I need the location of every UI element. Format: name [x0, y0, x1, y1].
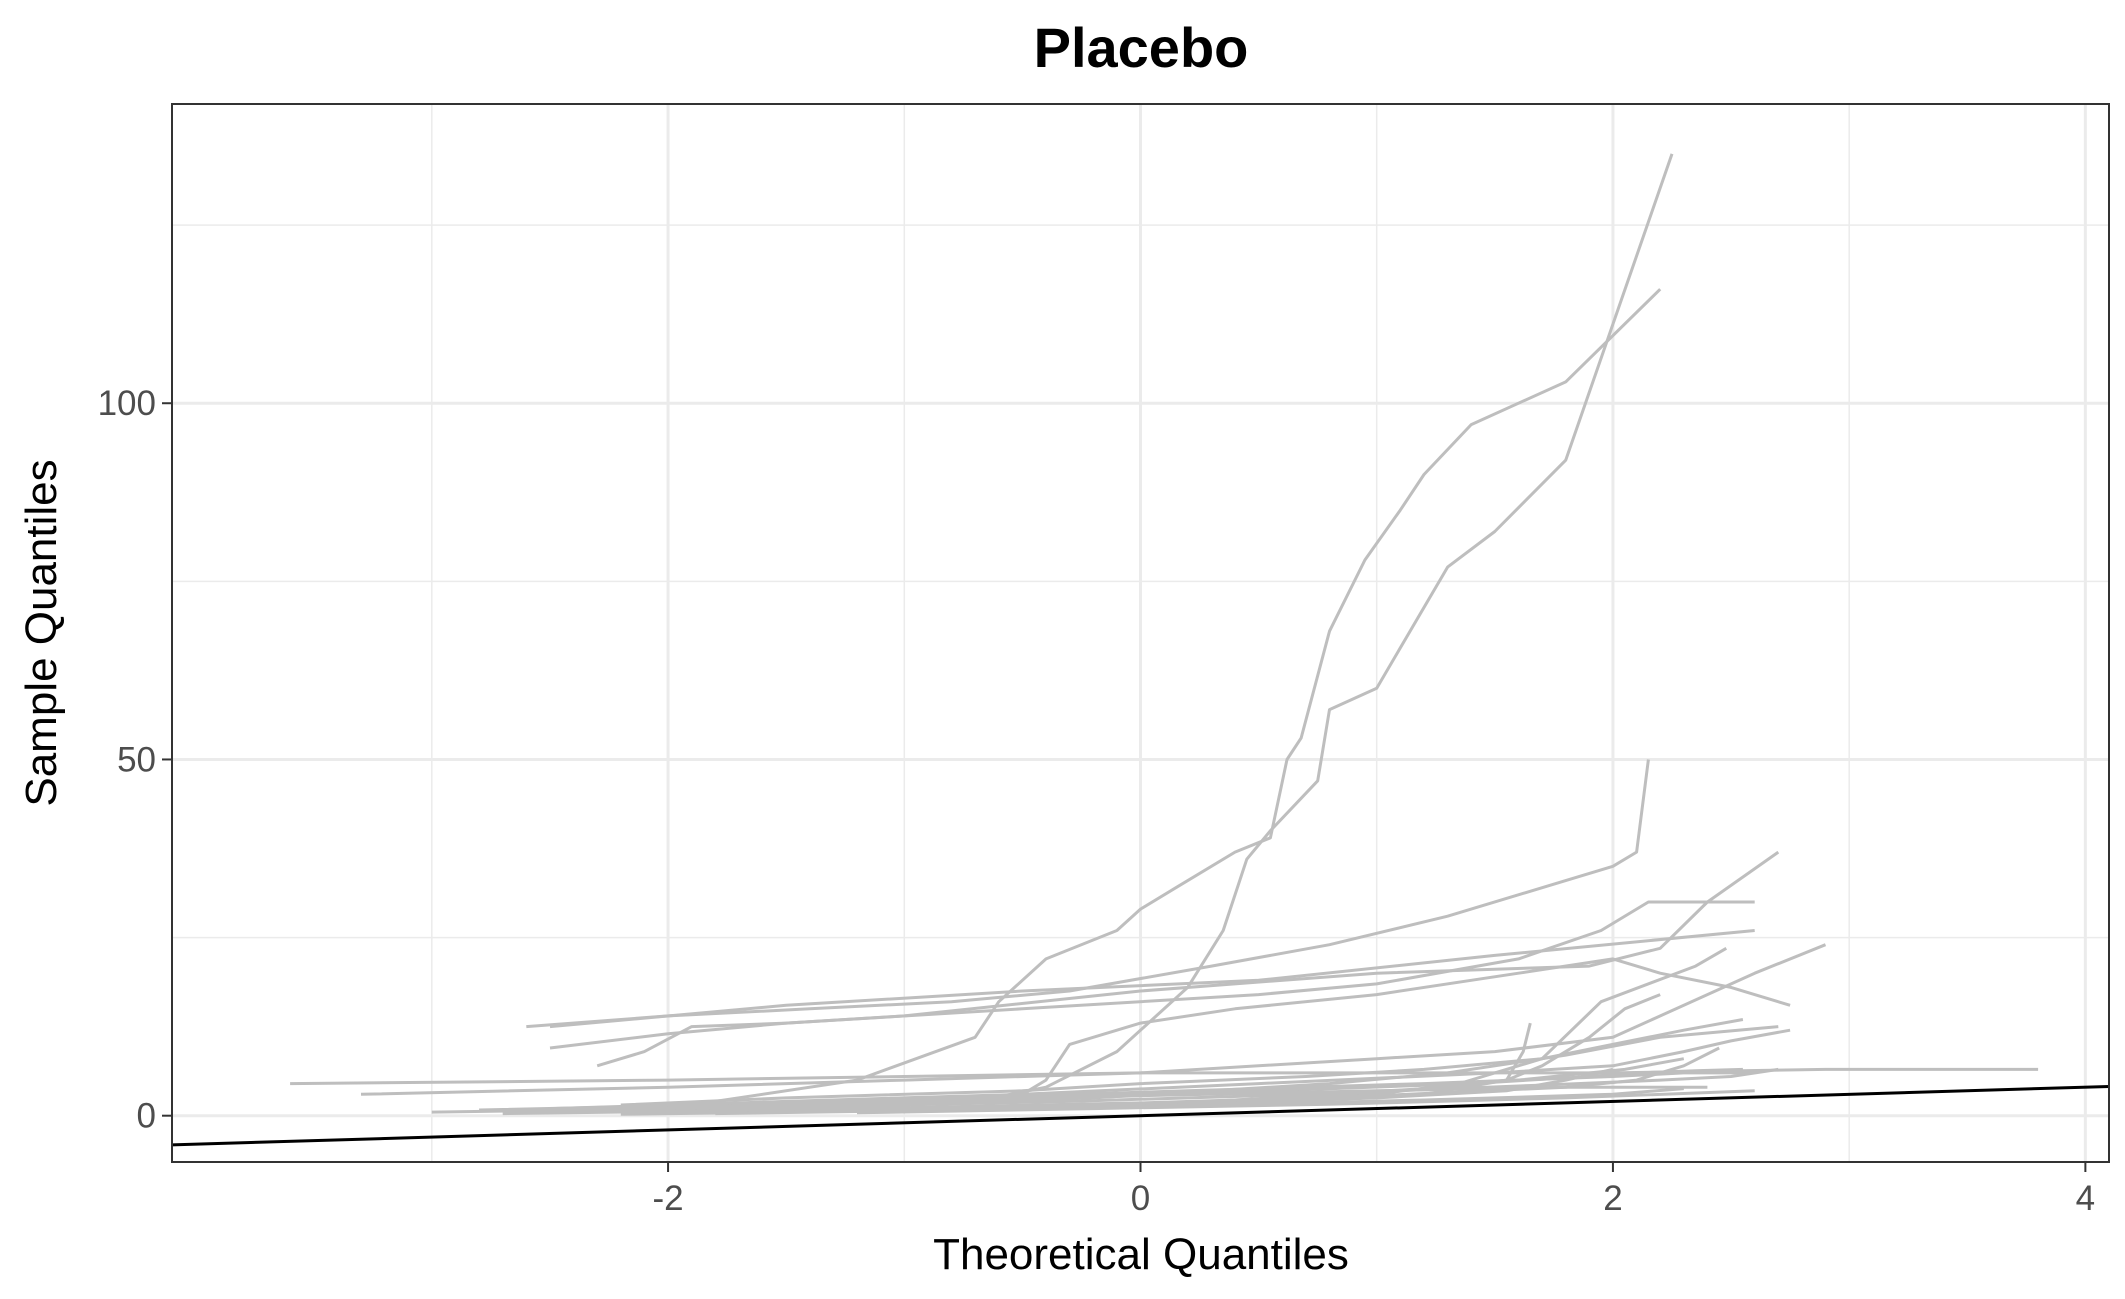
qq-series-line-1 — [620, 288, 1662, 1111]
x-tick-label: 4 — [2076, 1179, 2095, 1218]
chart-title: Placebo — [1034, 16, 1249, 79]
y-tick-label: 100 — [98, 384, 156, 423]
qq-series-line-3 — [526, 759, 1650, 1029]
qq-series-line-7 — [360, 943, 1827, 1096]
x-tick-label: -2 — [652, 1179, 683, 1218]
y-axis-title: Sample Quantiles — [17, 459, 66, 806]
y-axis: 0 50 100 — [98, 384, 172, 1136]
qq-series-line-24 — [715, 1087, 1684, 1116]
qq-series-line-10 — [620, 1018, 1744, 1107]
qq-series-line-6 — [549, 929, 1755, 1029]
qq-series-group — [290, 153, 2039, 1116]
x-axis: -2 0 2 4 — [652, 1162, 2095, 1218]
qq-series-line-20 — [668, 1085, 1708, 1111]
qq-series-line-8 — [290, 1067, 2039, 1086]
qq-series-line-5 — [596, 850, 1780, 1068]
major-gridlines — [172, 104, 2109, 1162]
y-tick-label: 50 — [117, 740, 156, 779]
reference-line-group — [171, 1084, 2110, 1147]
x-tick-label: 2 — [1603, 1179, 1622, 1218]
y-tick-label: 0 — [137, 1097, 156, 1136]
x-tick-label: 0 — [1131, 1179, 1150, 1218]
reference-line — [171, 1084, 2110, 1147]
qq-series-line-4 — [549, 900, 1755, 1050]
qq-series-line-22 — [644, 1057, 1685, 1111]
x-axis-title: Theoretical Quantiles — [933, 1230, 1349, 1279]
